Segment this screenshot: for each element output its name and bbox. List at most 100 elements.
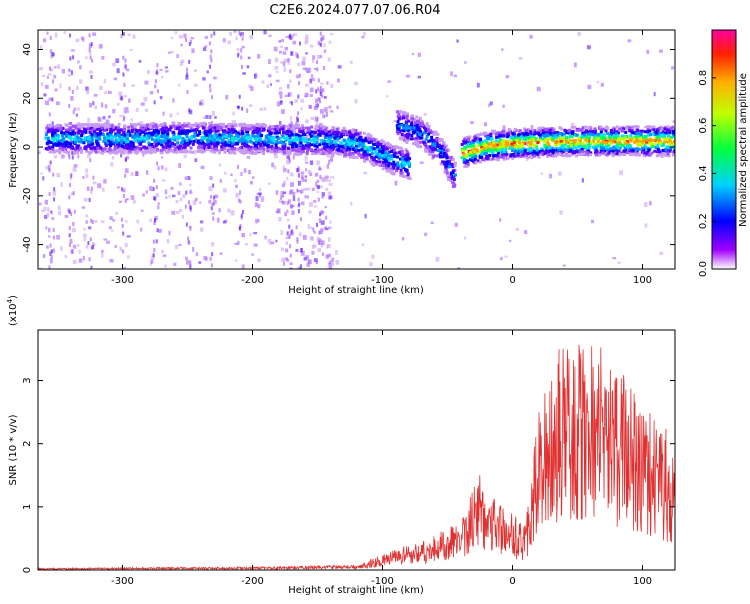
spectrogram-cell [153,248,156,253]
spectrogram-cell [562,132,566,136]
spectrogram-cell [281,127,285,131]
spectrogram-cell [578,148,582,152]
spectrogram-cell [418,134,422,138]
spectrogram-cell [433,130,437,134]
spectrogram-cell [214,194,219,199]
spectrogram-cell [293,133,297,137]
spectrogram-cell [348,141,352,145]
spectrogram-cell [309,105,312,109]
spectrogram-cell [50,254,53,259]
spectrogram-cell [257,141,261,145]
spectrogram-cell [379,163,383,167]
spectrogram-cell [152,253,155,258]
spectrogram-cell [548,132,552,136]
spectrogram-cell [133,136,137,140]
spectrogram-cell [282,165,286,170]
spectrogram-cell [318,143,322,147]
spectrogram-cell [306,141,310,145]
spectrogram-cell [227,208,231,213]
spectrogram-cell [187,236,190,241]
spectrogram-cell [145,146,149,150]
spectrogram-cell [340,141,344,145]
spectrogram-cell [371,161,375,165]
spectrogram-cell [257,258,261,262]
spectrogram-cell [130,128,134,132]
spectrogram-cell [240,215,243,220]
spectrogram-cell [530,156,534,160]
spectrogram-cell [289,230,292,235]
spectrogram-cell [333,136,337,140]
spectrogram-cell [288,190,292,195]
spectrogram-cell [153,221,156,226]
spectrogram-cell [300,107,303,111]
spectrogram-cell [401,154,405,158]
spectrogram-cell [221,142,225,146]
spectrogram-cell [145,134,149,138]
spectrogram-cell [363,138,367,142]
spectrogram-cell [591,130,595,134]
spectrogram-cell [366,148,370,152]
spectrogram-cell [363,155,367,159]
spectrogram-cell [180,131,184,135]
spectrogram-cell [253,137,257,141]
spectrogram-cell [490,137,494,141]
spectrogram-cell [483,122,488,127]
spectrogram-cell [346,132,350,136]
spectrogram-cell [570,146,574,150]
spectrogram-cell [451,169,455,173]
spectrogram-cell [316,149,320,153]
spectrogram-cell [161,250,164,254]
spectrogram-cell [236,48,240,51]
spectrogram-cell [84,147,88,151]
spectrogram-cell [77,130,81,134]
spectrogram-cell [493,147,497,151]
spectrogram-cell [515,137,519,141]
spectrogram-cell [130,195,135,200]
spectrogram-cell [581,131,585,135]
spectrogram-cell [40,172,43,175]
spectrogram-cell [137,139,141,143]
spectrogram-cell [617,261,621,264]
spectrogram-cell [581,134,585,138]
spectrogram-cell [386,152,390,156]
spectrogram-cell [301,61,306,66]
spectrogram-cell [73,151,77,155]
spectrogram-cell [175,199,179,204]
spectrogram-cell [463,164,467,168]
spectrogram-cell [428,139,432,143]
spectrogram-cell [292,128,297,134]
spectrogram-cell [70,132,74,136]
spectrogram-cell [203,134,207,138]
spectrogram-cell [165,146,169,150]
spectrogram-cell [151,255,155,260]
spectrogram-cell [299,141,303,145]
spectrogram-cell [663,127,667,131]
spectrogram-cell [147,136,151,140]
spectrogram-cell [207,135,211,139]
spectrogram-cell [79,148,83,152]
spectrogram-cell [110,229,114,232]
spectrogram-cell [316,190,319,194]
spectrogram-cell [305,119,309,124]
spectrogram-cell [573,140,577,144]
spectrogram-cell [133,150,137,154]
spectrogram-cell [271,162,275,168]
spectrogram-cell [534,151,538,155]
spectrogram-cell [565,130,569,134]
spectrogram-cell [608,139,612,143]
spectrogram-cell [653,149,657,153]
spectrogram-cell [256,133,260,137]
spectrogram-cell [77,140,81,144]
spectrogram-cell [154,123,158,127]
spectrogram-cell [315,121,319,127]
spectrogram-cell [314,125,318,129]
spectrogram-cell [584,138,588,142]
spectrogram-cell [405,74,410,78]
spectrogram-cell [305,144,309,148]
spectrogram-cell [634,150,638,154]
spectrogram-cell [354,144,358,148]
spectrogram-cell [350,135,354,139]
spectrogram-cell [88,130,92,134]
spectrogram-cell [270,124,274,128]
spectrogram-cell [103,126,107,130]
